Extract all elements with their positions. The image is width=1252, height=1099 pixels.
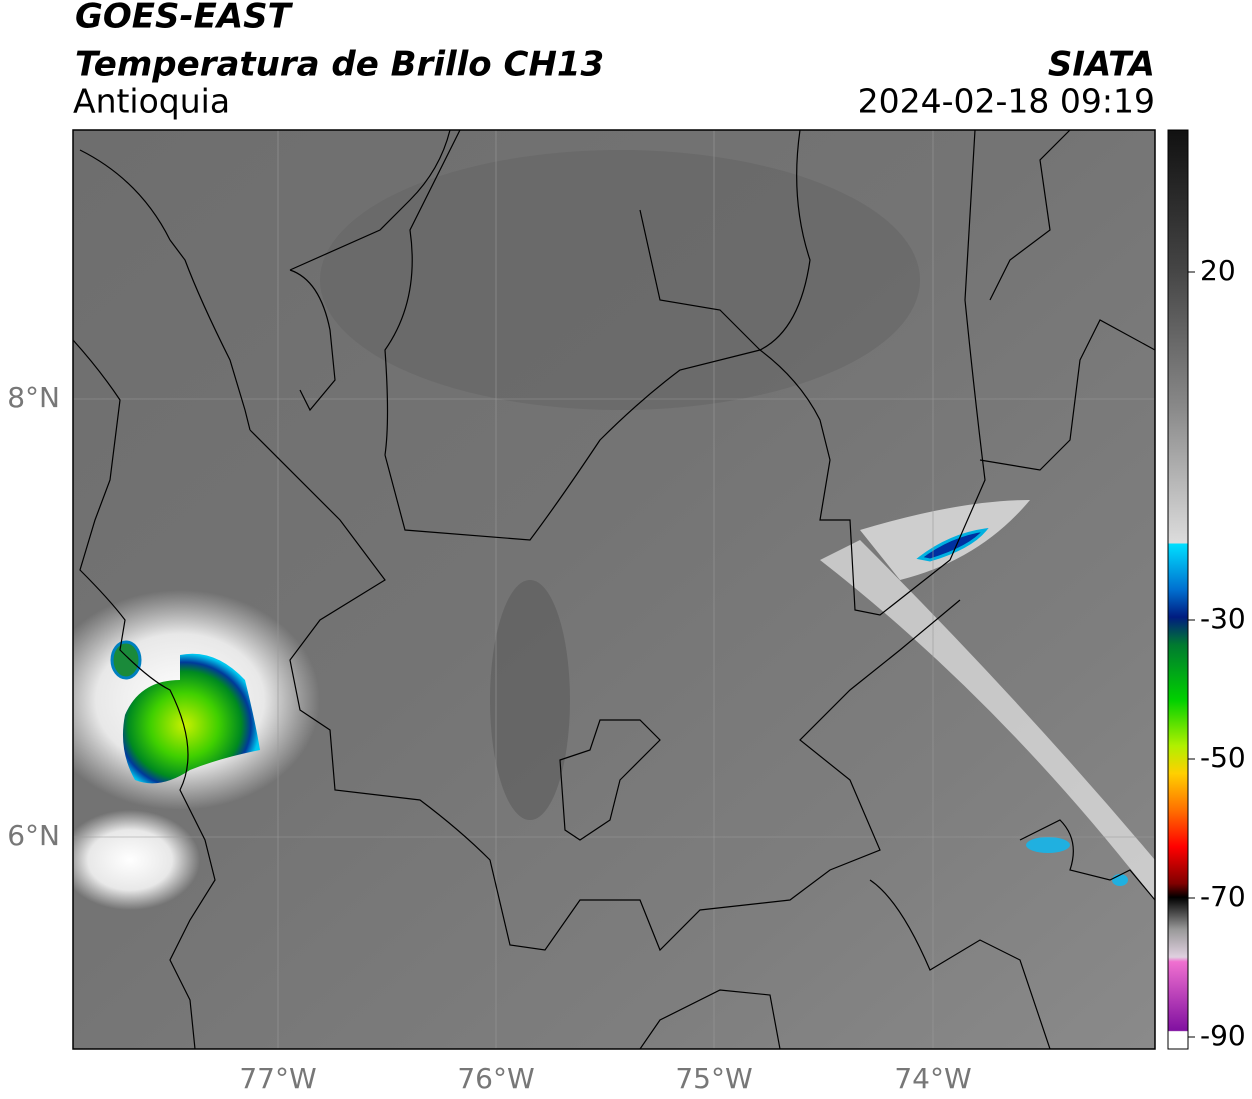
map-frame [72,129,1156,1050]
storm-cell [122,653,260,784]
coastline [73,339,216,1049]
cloud-field [490,580,570,820]
border [979,130,1155,471]
timestamp: 2024-02-18 09:19 [858,82,1155,121]
coastline [79,130,451,431]
title: GOES-EAST [75,0,294,37]
lon-label: 77°W [239,1062,316,1095]
region: Antioquia [73,82,230,121]
map [73,130,1155,1049]
cloud-field [320,150,920,410]
colorbar-tick-label: -30 [1200,602,1246,635]
cloud [73,810,200,910]
storm-cell [916,527,989,562]
colorbar-tick-label: -50 [1200,741,1246,774]
lat-label: 8°N [7,381,60,414]
storm-cell [1026,837,1070,853]
colorbar-tick-label: -90 [1200,1019,1246,1052]
border [559,719,661,841]
lon-label: 74°W [894,1062,971,1095]
border [639,819,1155,1049]
colorbar-ticks: 20 -30 -50 -70 -90 [1188,254,1246,1052]
source: SIATA [1048,45,1155,85]
cloud-band [860,500,1030,580]
colorbar [1167,129,1189,1050]
lat-label: 6°N [7,819,60,852]
lon-label: 75°W [675,1062,752,1095]
border [384,130,986,616]
storm-cell [110,640,142,680]
colorbar-tick-label: 20 [1200,254,1236,287]
colorbar-tick-label: -70 [1200,880,1246,913]
lon-label: 76°W [457,1062,534,1095]
subtitle: Temperatura de Brillo CH13 [75,45,604,85]
storm-cell [1112,874,1128,886]
border [249,429,961,952]
